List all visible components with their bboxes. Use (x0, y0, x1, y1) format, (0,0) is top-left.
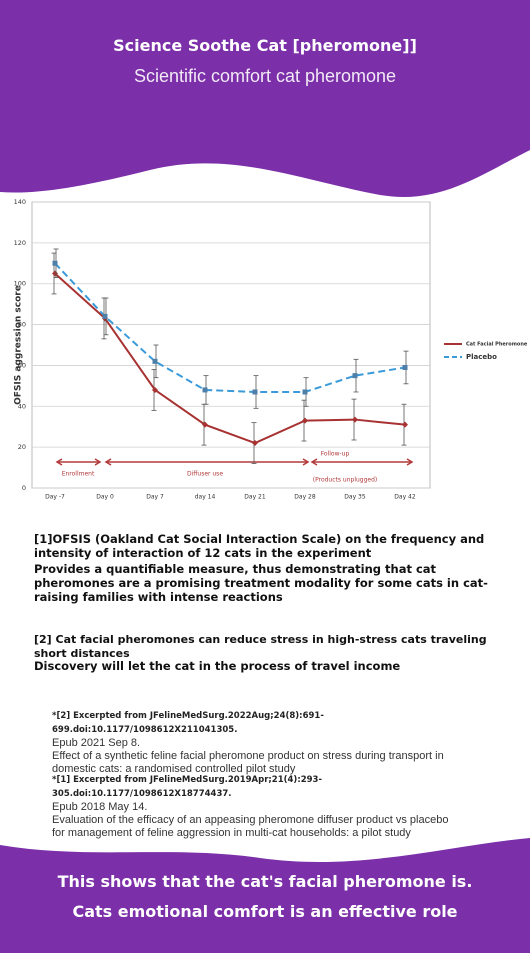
annotation: Diffuser use (187, 471, 223, 478)
x-tick-label: Day 35 (344, 494, 366, 501)
arrow-head (55, 458, 63, 466)
arrow-head (104, 458, 112, 466)
y-tick-label: 120 (14, 239, 26, 247)
y-axis-label: OFSIS aggression score (14, 285, 24, 405)
footer-line: This shows that the cat's facial pheromo… (57, 872, 473, 891)
annotation: (Products unplugged) (313, 477, 378, 484)
reference-source: *[1] Excerpted from JFelineMedSurg.2019A… (52, 775, 322, 799)
plot-frame (31, 201, 431, 489)
reference: *[1] Excerpted from JFelineMedSurg.2019A… (52, 773, 462, 840)
legend-label: Placebo (466, 353, 497, 361)
point (402, 364, 408, 370)
footer-wave (0, 838, 530, 953)
point (352, 416, 358, 423)
point (152, 358, 158, 364)
x-tick-label: Day -7 (45, 494, 65, 501)
y-tick-label: 40 (18, 402, 26, 410)
y-tick-label: 80 (18, 321, 26, 329)
point (152, 386, 158, 393)
arrow-head (302, 458, 310, 466)
reference-title: Evaluation of the efficacy of an appeasi… (52, 814, 449, 839)
point (302, 417, 308, 424)
legend-label: Cat Facial Pheromone (466, 342, 528, 348)
y-tick-label: 20 (18, 443, 26, 451)
subtitle: Scientific comfort cat pheromone (133, 66, 397, 86)
note: Discovery will let the cat in the proces… (34, 659, 401, 673)
point (202, 387, 208, 393)
reference-title: Effect of a synthetic feline facial pher… (52, 750, 444, 775)
series-line (54, 272, 406, 445)
x-tick-label: Day 21 (244, 494, 266, 501)
point (252, 389, 258, 395)
reference-epub: Epub 2018 May 14. (52, 801, 148, 813)
point (302, 389, 308, 395)
point (52, 270, 58, 277)
reference-epub: Epub 2021 Sep 8. (52, 737, 141, 749)
y-tick-label: 60 (18, 361, 26, 369)
x-tick-label: Day 0 (96, 494, 114, 501)
note: Provides a quantifiable measure, thus de… (34, 562, 488, 604)
footer-line: Cats emotional comfort is an effective r… (72, 902, 458, 921)
point (202, 421, 208, 428)
reference: *[2] Excerpted from JFelineMedSurg.2022A… (52, 709, 462, 776)
note: [1]OFSIS (Oakland Cat Social Interaction… (34, 532, 485, 560)
arrow-head (310, 458, 318, 466)
point (252, 440, 258, 447)
y-tick-label: 140 (14, 198, 26, 206)
y-tick-label: 100 (14, 280, 26, 288)
annotation: Follow-up (321, 451, 350, 458)
arrow-head (94, 458, 102, 466)
chart: OFSIS aggression score 0 20 40 60 80 100 120 14… (14, 198, 528, 501)
x-tick-label: Day 42 (394, 494, 416, 501)
point (352, 373, 358, 379)
arrow-head (406, 458, 414, 466)
point (102, 313, 108, 319)
x-tick-label: Day 7 (146, 494, 164, 501)
point (52, 260, 58, 266)
reference-source: *[2] Excerpted from JFelineMedSurg.2022A… (52, 711, 324, 735)
title: Science Soothe Cat [pheromone]] (113, 36, 417, 55)
note: [2] Cat facial pheromones can reduce str… (34, 633, 487, 660)
annotation: Enrollment (62, 471, 95, 478)
header-wave (0, 0, 530, 197)
point (402, 421, 408, 428)
series-line (54, 262, 406, 393)
y-tick-label: 0 (22, 484, 26, 492)
x-tick-label: day 14 (195, 494, 216, 501)
x-tick-label: Day 28 (294, 494, 316, 501)
